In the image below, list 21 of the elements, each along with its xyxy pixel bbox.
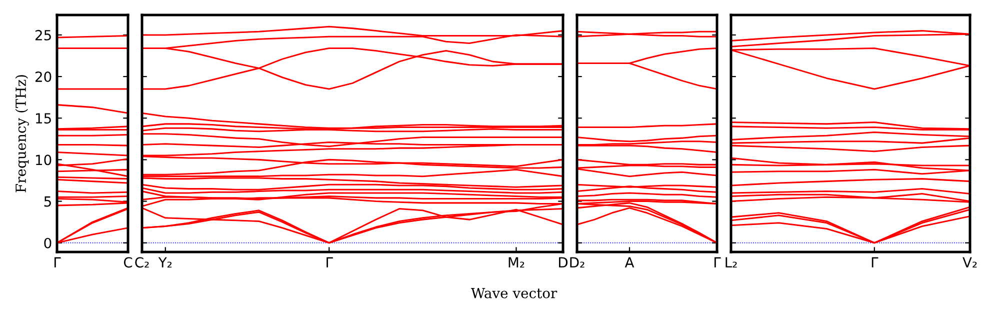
y-tick-label: 5 xyxy=(44,196,51,207)
x-tick-label: M₂ xyxy=(508,257,524,268)
x-tick-label: V₂ xyxy=(962,257,977,268)
x-tick-label: Y₂ xyxy=(158,257,172,268)
y-tick-label: 20 xyxy=(35,72,52,82)
x-tick-label: L₂ xyxy=(726,257,737,268)
x-tick-label: C₂ xyxy=(135,257,149,268)
x-axis-title: Wave vector xyxy=(470,288,558,298)
y-tick-label: 15 xyxy=(36,113,51,124)
x-tick-label: Γ xyxy=(872,257,878,268)
y-tick-label: 10 xyxy=(36,154,52,166)
x-tick-label: D xyxy=(559,257,568,268)
y-tick-label: 0 xyxy=(44,238,52,248)
x-tick-label: Γ xyxy=(54,257,61,268)
x-tick-label: C xyxy=(124,257,132,268)
x-tick-label: Γ xyxy=(326,257,333,268)
y-axis-title: Frequency (THz) xyxy=(15,75,29,192)
x-tick-label: D₂ xyxy=(570,257,584,268)
y-tick-label: 25 xyxy=(35,30,51,40)
x-tick-label: Γ xyxy=(714,257,721,268)
x-tick-label: A xyxy=(624,257,634,268)
